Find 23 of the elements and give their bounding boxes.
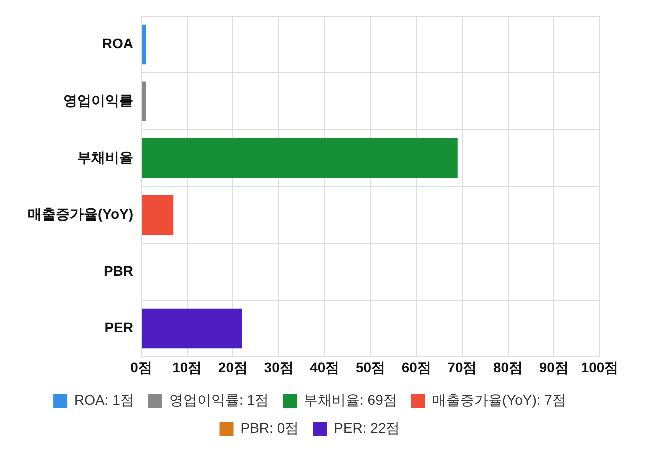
- y-tick-label: ROA: [102, 36, 134, 52]
- y-tick-label: 부채비율: [78, 149, 134, 166]
- x-tick-label: 60점: [402, 359, 432, 376]
- x-tick-label: 50점: [356, 359, 386, 376]
- x-tick-label: 100점: [581, 359, 619, 376]
- x-tick-label: 20점: [218, 359, 248, 376]
- y-tick-label: PBR: [104, 262, 134, 279]
- x-tick-label: 10점: [172, 359, 202, 376]
- legend-label: 매출증가율(YoY): 7점: [432, 392, 566, 408]
- legend-label: ROA: 1점: [74, 392, 134, 408]
- x-tick-label: 30점: [264, 359, 294, 376]
- legend-label: 영업이익률: 1점: [169, 392, 270, 408]
- x-tick-label: 0점: [130, 359, 152, 376]
- y-tick-label: 영업이익률: [64, 92, 134, 108]
- legend-label: PBR: 0점: [240, 420, 300, 436]
- legend-label: PER: 22점: [334, 420, 400, 436]
- y-tick-label: 매출증가율(YoY): [28, 206, 134, 222]
- x-tick-label: 70점: [448, 359, 478, 376]
- legend-label: 부채비율: 69점: [304, 392, 398, 408]
- x-tick-label: 90점: [539, 359, 569, 376]
- x-tick-label: 40점: [310, 359, 340, 376]
- y-tick-label: PER: [104, 320, 134, 336]
- x-tick-label: 80점: [494, 359, 524, 376]
